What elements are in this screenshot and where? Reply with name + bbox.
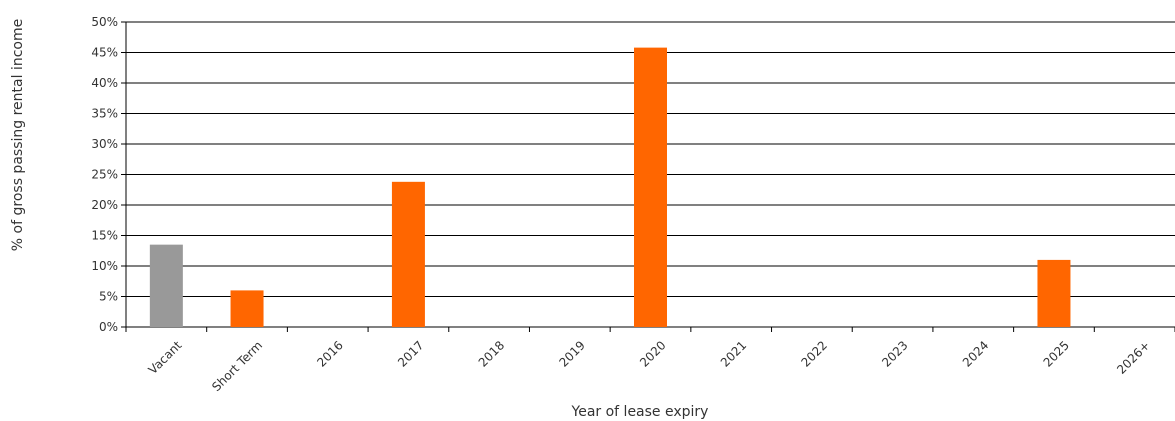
bar-2017 (391, 181, 425, 327)
x-tick-label: Short Term (209, 338, 265, 394)
y-tick-label: 35% (91, 107, 118, 121)
x-tick-label: 2019 (556, 338, 587, 369)
x-axis-title: Year of lease expiry (571, 404, 709, 420)
bar-vacant (149, 244, 183, 327)
y-tick-label: 10% (91, 259, 118, 273)
x-tick-label: 2016 (314, 338, 345, 369)
bars (149, 47, 1071, 328)
y-axis-title: % of gross passing rental income (10, 19, 26, 251)
x-axis-tick-labels: Vacant Short Term 2016 2017 2018 2019 2020 2021… (146, 338, 1153, 394)
x-tick-label: 2020 (637, 338, 668, 369)
x-tick-label: 2018 (476, 338, 507, 369)
y-tick-label: 5% (99, 290, 118, 304)
y-tick-label: 25% (91, 168, 118, 182)
bar-short-term (230, 290, 264, 327)
x-tick-label: 2024 (960, 338, 991, 369)
x-tick-label: 2022 (799, 338, 830, 369)
y-tick-label: 40% (91, 76, 118, 90)
y-tick-label: 50% (91, 15, 118, 29)
y-tick-label: 0% (99, 320, 118, 334)
y-tick-label: 30% (91, 137, 118, 151)
x-tick-label: 2017 (395, 338, 426, 369)
x-tick-label: 2025 (1041, 338, 1072, 369)
y-tick-label: 15% (91, 229, 118, 243)
bar-2025 (1037, 259, 1071, 327)
y-tick-label: 45% (91, 46, 118, 60)
x-axis (125, 22, 1175, 332)
bar-2020 (634, 47, 667, 328)
x-tick-label: 2023 (879, 338, 910, 369)
x-tick-label: 2026+ (1114, 338, 1153, 377)
x-tick-label: Vacant (146, 338, 185, 377)
y-tick-label: 20% (91, 198, 118, 212)
y-axis-tick-labels: 0% 5% 10% 15% 20% 25% 30% 35% 40% 45% 50% (91, 15, 118, 334)
x-tick-label: 2021 (718, 338, 749, 369)
